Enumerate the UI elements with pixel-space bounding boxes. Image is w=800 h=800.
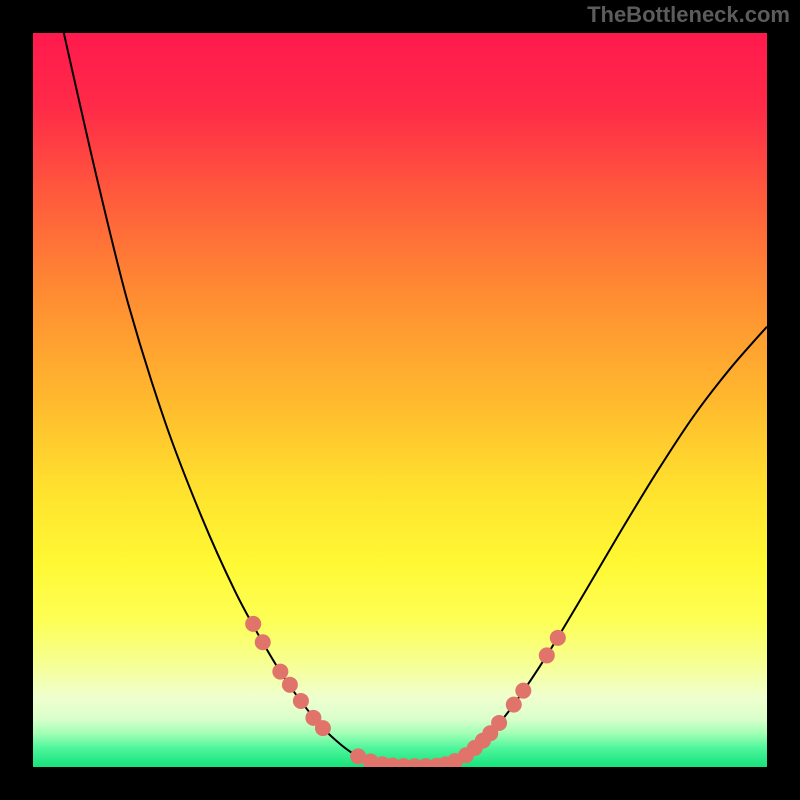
data-marker: [515, 683, 531, 699]
data-marker: [550, 630, 566, 646]
plot-background: [33, 33, 767, 767]
data-marker: [315, 720, 331, 736]
data-marker: [282, 677, 298, 693]
data-marker: [491, 715, 507, 731]
data-marker: [293, 693, 309, 709]
data-marker: [245, 616, 261, 632]
data-marker: [255, 634, 271, 650]
watermark-text: TheBottleneck.com: [587, 2, 790, 28]
chart-container: TheBottleneck.com: [0, 0, 800, 800]
data-marker: [539, 647, 555, 663]
bottleneck-chart: [0, 0, 800, 800]
data-marker: [272, 664, 288, 680]
data-marker: [506, 697, 522, 713]
